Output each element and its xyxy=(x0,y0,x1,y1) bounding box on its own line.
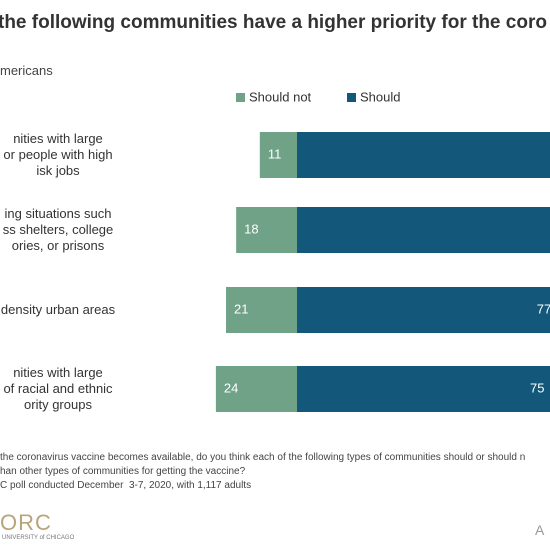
legend-label: Should not xyxy=(249,89,312,104)
category-label: nities with large of racial and ethnic o… xyxy=(3,365,113,412)
bar xyxy=(236,207,297,253)
page-mark: A xyxy=(535,522,545,538)
logo-sub: UNIVERSITY of CHICAGO xyxy=(2,535,75,541)
bar xyxy=(226,287,297,333)
chart-title: the following communities have a higher … xyxy=(0,12,547,33)
subtitle: mericans xyxy=(0,63,53,78)
category-label: density urban areas xyxy=(0,302,116,317)
legend-swatch xyxy=(236,93,245,102)
bar xyxy=(297,287,550,333)
value-label: 75 xyxy=(530,380,544,395)
logo: ORC xyxy=(0,510,52,535)
bar xyxy=(297,132,550,178)
footnote: the coronavirus vaccine becomes availabl… xyxy=(0,452,526,463)
bar xyxy=(297,207,550,253)
bar xyxy=(297,366,550,412)
category-label: ing situations such ss shelters, college… xyxy=(2,206,114,253)
value-label: 18 xyxy=(244,221,258,236)
bar xyxy=(215,366,297,412)
category-label: nities with large or people with high is… xyxy=(3,131,113,178)
legend-swatch xyxy=(347,93,356,102)
legend-label: Should xyxy=(360,89,400,104)
value-label: 24 xyxy=(224,380,238,395)
footnote: C poll conducted December 3-7, 2020, wit… xyxy=(0,480,252,491)
footnote: han other types of communities for getti… xyxy=(0,466,246,477)
value-label: 21 xyxy=(234,301,248,316)
bar xyxy=(259,132,297,178)
value-label: 11 xyxy=(268,146,282,161)
value-label: 77 xyxy=(537,301,550,316)
